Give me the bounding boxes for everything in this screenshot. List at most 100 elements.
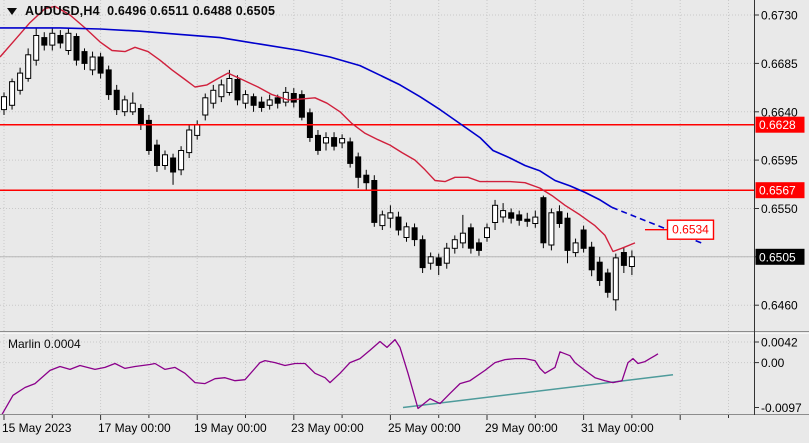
candle — [73, 36, 80, 61]
candle — [218, 84, 225, 98]
candle — [41, 37, 48, 46]
projection-tag-box[interactable] — [666, 219, 715, 240]
candle — [612, 257, 619, 301]
candle — [178, 150, 185, 171]
candle — [339, 138, 346, 144]
candle — [484, 227, 490, 239]
candle — [492, 204, 499, 224]
candle — [620, 252, 627, 266]
price-tick-label: 0.6685 — [761, 57, 798, 71]
candle — [202, 97, 209, 116]
indicator-label: Marlin 0.0004 — [8, 337, 81, 351]
ma-slow-blue-line[interactable] — [0, 27, 613, 209]
candle — [363, 174, 370, 184]
candle — [355, 156, 362, 178]
candle — [17, 72, 24, 91]
price-tick-label: 0.6730 — [761, 9, 798, 23]
candle — [467, 227, 474, 249]
candle — [435, 257, 442, 266]
candle — [9, 81, 16, 106]
candle — [500, 210, 507, 218]
candle — [81, 51, 88, 64]
price-tick-label: 0.6595 — [761, 154, 798, 168]
candle — [129, 102, 136, 113]
candle — [194, 124, 201, 136]
candle — [403, 226, 410, 239]
candle — [411, 227, 418, 241]
marlin-trendline[interactable] — [402, 374, 674, 409]
candle — [258, 101, 265, 108]
time-tick-label: 25 May 00:00 — [388, 421, 461, 435]
level-price-badge — [755, 182, 805, 199]
chart-content: 0.6534 — [0, 5, 754, 311]
candle — [315, 134, 321, 151]
current-price-badge — [755, 248, 805, 265]
candle — [266, 99, 273, 106]
level-price-badge-label: 0.6628 — [759, 118, 796, 132]
price-tick-label: 0.6550 — [761, 202, 798, 216]
candle — [282, 91, 289, 103]
candle — [451, 239, 458, 249]
time-tick-label: 17 May 00:00 — [98, 421, 171, 435]
candle — [57, 35, 64, 44]
candle — [89, 56, 96, 71]
candle — [524, 218, 531, 222]
candle — [162, 154, 168, 167]
candle — [33, 35, 40, 61]
candle — [508, 212, 515, 219]
chart-title: AUDUSD,H4 0.6496 0.6511 0.6488 0.6505 — [25, 4, 276, 18]
candle — [564, 217, 571, 251]
price-tick-label: 0.6460 — [761, 299, 798, 313]
candle — [532, 216, 539, 225]
marlin-tick-label: 0.00 — [761, 356, 785, 370]
candle — [387, 212, 394, 219]
candle — [476, 242, 482, 251]
candle — [588, 246, 595, 271]
candle — [226, 78, 233, 93]
marlin-tick-label: -0.0097 — [761, 401, 802, 415]
marlin-pane — [0, 338, 754, 415]
candle — [298, 94, 305, 118]
time-tick-label: 23 May 00:00 — [291, 421, 364, 435]
candle — [25, 54, 32, 79]
candle — [274, 97, 281, 104]
candle — [210, 89, 217, 104]
candle — [628, 256, 635, 267]
ma-fast-red-line[interactable] — [0, 5, 636, 253]
marlin-tick-label: 0.0042 — [761, 336, 798, 350]
candle — [580, 229, 587, 249]
candle — [604, 272, 611, 293]
candle — [459, 232, 466, 244]
candle — [290, 93, 297, 103]
candle — [596, 261, 603, 282]
candle — [347, 141, 354, 164]
symbol-dropdown-icon[interactable] — [7, 8, 17, 15]
candle — [323, 137, 329, 144]
time-tick-label: 31 May 00:00 — [581, 421, 654, 435]
candle — [121, 99, 128, 113]
marlin-indicator-line — [1, 338, 659, 415]
candle — [540, 197, 547, 244]
candle — [234, 79, 241, 101]
chart-title-bar: AUDUSD,H4 0.6496 0.6511 0.6488 0.6505 — [7, 4, 275, 18]
candle — [242, 94, 249, 104]
time-tick-label: 15 May 2023 — [2, 421, 72, 435]
time-tick-label: 19 May 00:00 — [194, 421, 267, 435]
candle — [170, 157, 177, 173]
candle — [105, 69, 112, 96]
candle — [427, 256, 434, 264]
candle — [419, 239, 426, 269]
candle — [516, 214, 523, 221]
candle — [379, 214, 386, 227]
candle — [186, 129, 193, 154]
grid-lines — [0, 0, 754, 414]
candle — [443, 247, 450, 264]
level-price-badge-label: 0.6567 — [759, 184, 796, 198]
level-price-badge — [755, 116, 805, 133]
candle — [65, 32, 72, 51]
current-price-badge-label: 0.6505 — [759, 250, 796, 264]
candle — [556, 211, 563, 224]
